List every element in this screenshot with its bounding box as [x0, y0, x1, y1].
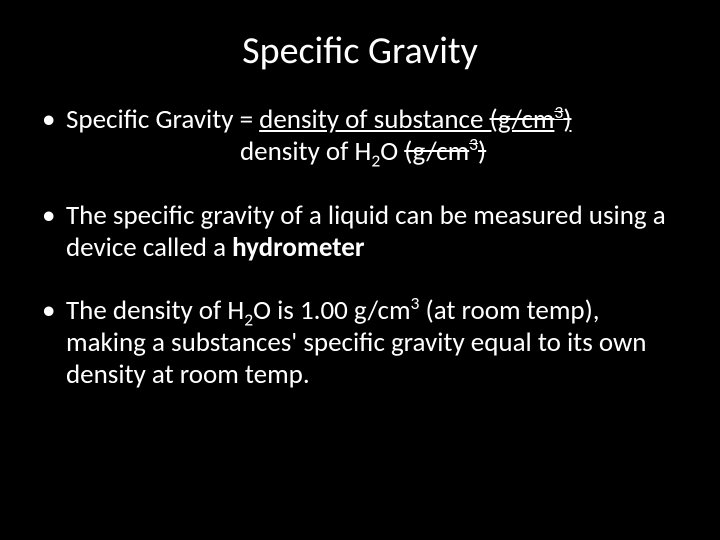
- sg-denom-sub: 2: [371, 149, 380, 171]
- sg-denom-unit-open: (g/cm: [404, 135, 469, 168]
- b2-bold: hydrometer: [232, 231, 364, 264]
- sg-denom-text2: O: [380, 135, 404, 168]
- b3-text-b: O is 1.00 g/cm: [253, 294, 410, 327]
- slide-body: • Specific Gravity = density of substanc…: [42, 104, 678, 391]
- bullet-3: • The density of H2O is 1.00 g/cm3 (at r…: [42, 295, 678, 391]
- sg-denom-unit-close: ): [478, 135, 486, 168]
- slide-title: Specific Gravity: [42, 28, 678, 74]
- bullet-1: • Specific Gravity = density of substanc…: [42, 104, 678, 168]
- b2-text: The specific gravity of a liquid can be …: [66, 199, 666, 264]
- bullet-text: The specific gravity of a liquid can be …: [66, 200, 678, 264]
- bullet-text: The density of H2O is 1.00 g/cm3 (at roo…: [66, 295, 678, 391]
- sg-denominator-line: density of H2O (g/cm3): [66, 136, 678, 168]
- bullet-mark: •: [42, 104, 66, 168]
- sg-num-unit-sup: 3: [554, 101, 563, 123]
- sg-prefix: Specific Gravity =: [66, 103, 259, 136]
- slide: Specific Gravity • Specific Gravity = de…: [0, 0, 720, 540]
- sg-numerator: density of substance: [259, 103, 489, 136]
- sg-num-unit-close: ): [563, 103, 571, 136]
- sg-denom-text: density of H: [240, 135, 371, 168]
- b3-text-a: The density of H: [66, 294, 244, 327]
- sg-denom-unit-sup: 3: [469, 133, 478, 155]
- bullet-2: • The specific gravity of a liquid can b…: [42, 200, 678, 264]
- sg-num-unit-open: (g/cm: [490, 103, 555, 136]
- bullet-text: Specific Gravity = density of substance …: [66, 104, 678, 168]
- bullet-mark: •: [42, 295, 66, 391]
- bullet-mark: •: [42, 200, 66, 264]
